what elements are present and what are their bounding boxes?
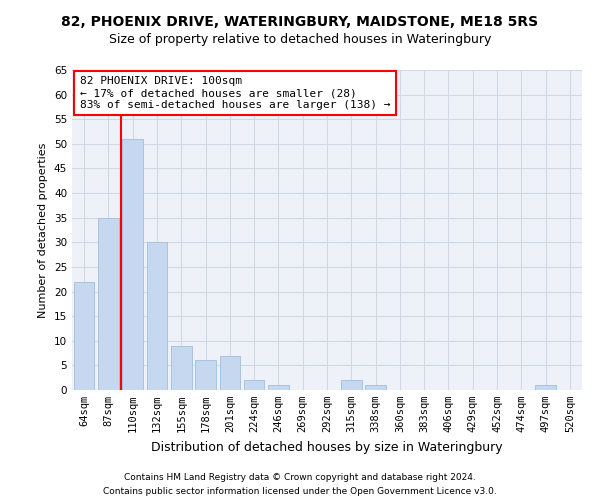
- Bar: [341, 380, 362, 390]
- Bar: [74, 282, 94, 390]
- Bar: [122, 139, 143, 390]
- Bar: [535, 385, 556, 390]
- Bar: [268, 385, 289, 390]
- Text: Contains HM Land Registry data © Crown copyright and database right 2024.: Contains HM Land Registry data © Crown c…: [124, 473, 476, 482]
- Text: Size of property relative to detached houses in Wateringbury: Size of property relative to detached ho…: [109, 32, 491, 46]
- Bar: [244, 380, 265, 390]
- Bar: [365, 385, 386, 390]
- Bar: [220, 356, 240, 390]
- Bar: [98, 218, 119, 390]
- Y-axis label: Number of detached properties: Number of detached properties: [38, 142, 49, 318]
- X-axis label: Distribution of detached houses by size in Wateringbury: Distribution of detached houses by size …: [151, 440, 503, 454]
- Text: 82 PHOENIX DRIVE: 100sqm
← 17% of detached houses are smaller (28)
83% of semi-d: 82 PHOENIX DRIVE: 100sqm ← 17% of detach…: [80, 76, 390, 110]
- Text: 82, PHOENIX DRIVE, WATERINGBURY, MAIDSTONE, ME18 5RS: 82, PHOENIX DRIVE, WATERINGBURY, MAIDSTO…: [61, 16, 539, 30]
- Text: Contains public sector information licensed under the Open Government Licence v3: Contains public sector information licen…: [103, 486, 497, 496]
- Bar: [171, 346, 191, 390]
- Bar: [195, 360, 216, 390]
- Bar: [146, 242, 167, 390]
